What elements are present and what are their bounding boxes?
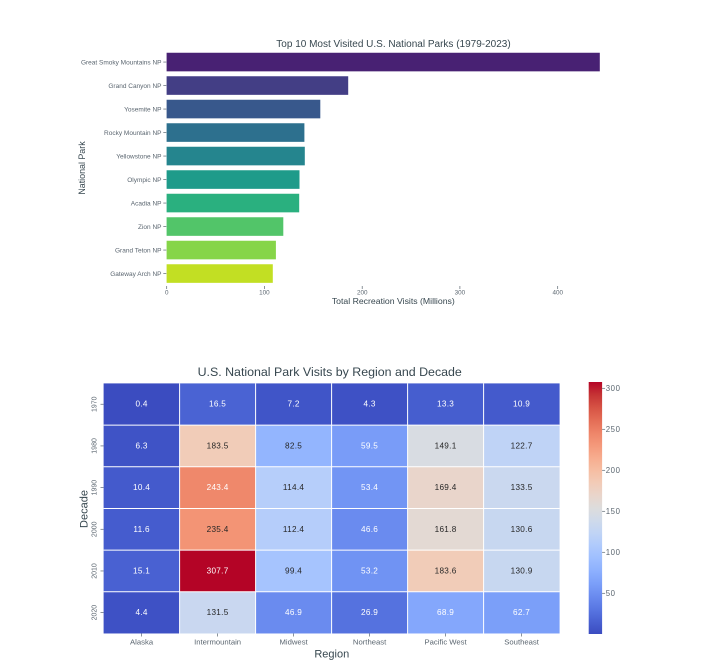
- svg-text:122.7: 122.7: [511, 441, 533, 450]
- svg-text:100: 100: [606, 548, 621, 557]
- svg-text:Alaska: Alaska: [130, 638, 154, 647]
- svg-text:200: 200: [606, 466, 621, 475]
- svg-text:200: 200: [357, 290, 368, 297]
- svg-text:Gateway Arch NP: Gateway Arch NP: [110, 271, 161, 278]
- svg-text:50: 50: [606, 589, 616, 598]
- svg-text:Region: Region: [314, 648, 349, 660]
- svg-text:Intermountain: Intermountain: [194, 638, 241, 647]
- svg-text:130.6: 130.6: [511, 525, 533, 534]
- svg-text:2010: 2010: [92, 563, 99, 579]
- svg-text:Grand Canyon NP: Grand Canyon NP: [108, 83, 161, 90]
- svg-text:Northeast: Northeast: [353, 638, 387, 647]
- svg-text:46.9: 46.9: [285, 608, 302, 617]
- svg-text:Yellowstone NP: Yellowstone NP: [116, 153, 161, 160]
- svg-text:16.5: 16.5: [209, 400, 226, 409]
- svg-text:130.9: 130.9: [511, 566, 533, 575]
- svg-text:161.8: 161.8: [435, 525, 457, 534]
- svg-text:4.3: 4.3: [363, 400, 375, 409]
- svg-text:62.7: 62.7: [513, 608, 530, 617]
- svg-text:68.9: 68.9: [437, 608, 454, 617]
- svg-text:300: 300: [606, 384, 621, 393]
- svg-text:Top 10 Most Visited U.S. Natio: Top 10 Most Visited U.S. National Parks …: [276, 39, 510, 50]
- svg-text:Southeast: Southeast: [504, 638, 539, 647]
- svg-text:11.6: 11.6: [133, 525, 150, 534]
- svg-text:Pacific West: Pacific West: [425, 638, 468, 647]
- svg-text:0.4: 0.4: [135, 400, 147, 409]
- svg-text:150: 150: [606, 507, 621, 516]
- svg-text:53.2: 53.2: [361, 566, 378, 575]
- svg-text:149.1: 149.1: [435, 441, 457, 450]
- svg-text:Olympic NP: Olympic NP: [127, 177, 161, 184]
- svg-text:7.2: 7.2: [287, 400, 299, 409]
- svg-text:U.S. National Park Visits by R: U.S. National Park Visits by Region and …: [198, 365, 462, 379]
- svg-text:99.4: 99.4: [285, 566, 302, 575]
- svg-text:169.4: 169.4: [435, 483, 457, 492]
- svg-text:183.5: 183.5: [207, 441, 229, 450]
- svg-text:53.4: 53.4: [361, 483, 378, 492]
- svg-text:2000: 2000: [92, 521, 99, 537]
- svg-text:1990: 1990: [92, 480, 99, 496]
- svg-text:112.4: 112.4: [283, 525, 305, 534]
- svg-text:1980: 1980: [92, 438, 99, 454]
- svg-text:133.5: 133.5: [511, 483, 533, 492]
- svg-text:Decade: Decade: [78, 490, 90, 528]
- svg-text:Acadia NP: Acadia NP: [131, 200, 162, 207]
- svg-text:0: 0: [165, 290, 169, 297]
- svg-text:300: 300: [455, 290, 466, 297]
- svg-text:46.6: 46.6: [361, 525, 378, 534]
- svg-text:243.4: 243.4: [207, 483, 229, 492]
- svg-text:59.5: 59.5: [361, 441, 378, 450]
- svg-text:82.5: 82.5: [285, 441, 302, 450]
- svg-text:National Park: National Park: [77, 141, 87, 195]
- svg-text:100: 100: [259, 290, 270, 297]
- svg-text:13.3: 13.3: [437, 400, 454, 409]
- svg-text:26.9: 26.9: [361, 608, 378, 617]
- svg-text:Rocky Mountain NP: Rocky Mountain NP: [104, 130, 161, 137]
- svg-text:Yosemite NP: Yosemite NP: [124, 106, 161, 113]
- svg-text:10.4: 10.4: [133, 483, 150, 492]
- svg-text:4.4: 4.4: [135, 608, 147, 617]
- svg-text:307.7: 307.7: [207, 566, 229, 575]
- svg-text:Grand Teton NP: Grand Teton NP: [115, 247, 162, 254]
- svg-text:235.4: 235.4: [207, 525, 229, 534]
- svg-text:2020: 2020: [92, 605, 99, 621]
- svg-text:131.5: 131.5: [207, 608, 229, 617]
- svg-text:6.3: 6.3: [135, 441, 147, 450]
- svg-text:Zion NP: Zion NP: [138, 224, 161, 231]
- svg-text:1970: 1970: [92, 396, 99, 412]
- svg-text:183.6: 183.6: [435, 566, 457, 575]
- svg-text:Midwest: Midwest: [279, 638, 308, 647]
- svg-text:250: 250: [606, 425, 621, 434]
- svg-text:Total Recreation Visits (Milli: Total Recreation Visits (Millions): [332, 296, 455, 306]
- svg-text:10.9: 10.9: [513, 400, 530, 409]
- svg-text:400: 400: [552, 290, 563, 297]
- svg-text:Great Smoky Mountains NP: Great Smoky Mountains NP: [81, 59, 162, 66]
- svg-text:114.4: 114.4: [283, 483, 305, 492]
- svg-text:15.1: 15.1: [133, 566, 150, 575]
